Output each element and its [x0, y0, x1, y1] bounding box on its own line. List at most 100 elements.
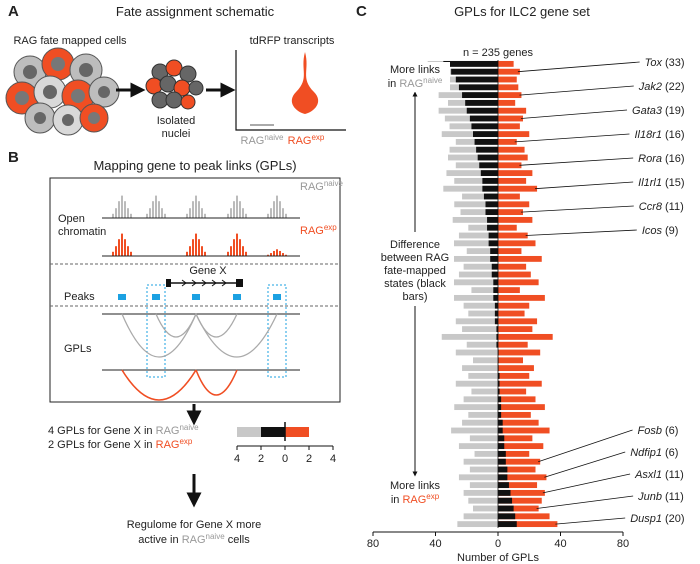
bar-naive	[446, 294, 498, 301]
hist-bar	[242, 208, 244, 218]
bar-difference	[494, 310, 498, 317]
text-part: RAG	[241, 135, 265, 147]
hist-bar	[230, 246, 232, 256]
bar-exp	[498, 99, 516, 106]
bar-difference	[496, 326, 498, 333]
bar-difference	[455, 76, 498, 83]
hist-bar	[124, 239, 126, 256]
hist-bar	[201, 208, 203, 218]
bar-exp	[498, 302, 530, 309]
chromatin-tracks	[112, 195, 287, 256]
hist-bar	[230, 208, 232, 218]
note-bg	[378, 236, 454, 304]
note: More links	[390, 480, 441, 492]
bar-exp	[498, 482, 538, 489]
hist-bar	[186, 251, 188, 256]
hist-bar	[245, 251, 247, 256]
track-label: RAGexp	[300, 223, 337, 238]
superscript: exp	[426, 492, 439, 501]
gene-label: Fosb	[638, 425, 662, 437]
bar-difference	[498, 450, 506, 457]
hist-bar	[236, 195, 238, 218]
hist-bar	[204, 213, 206, 218]
bar-naive	[473, 357, 498, 364]
bar-difference	[498, 497, 513, 504]
gene-label: Gata3	[632, 105, 663, 117]
bar-exp	[498, 505, 539, 512]
bar-difference	[482, 185, 498, 192]
bar-naive	[463, 489, 498, 496]
bar-exp	[498, 287, 520, 294]
bar-exp	[498, 185, 538, 192]
bar-exp	[498, 443, 544, 450]
bar-difference	[469, 115, 498, 122]
bar-exp	[498, 131, 530, 138]
hist-bar	[285, 254, 287, 256]
bar-naive	[446, 170, 498, 177]
text-part: RAG	[156, 425, 180, 437]
bar-exp	[498, 372, 530, 379]
bar-exp	[498, 146, 525, 153]
bar-naive	[455, 162, 498, 169]
bar-difference	[498, 380, 500, 387]
hist-bar	[282, 253, 284, 256]
bar-exp	[498, 255, 542, 262]
bar-exp	[498, 138, 517, 145]
bar-exp	[498, 68, 520, 75]
hist-bar	[112, 251, 114, 256]
gene-count: (20)	[665, 513, 685, 525]
conclusion: Regulome for Gene X more	[127, 519, 262, 531]
superscript: exp	[324, 223, 337, 232]
bar-exp	[498, 60, 514, 67]
hist-bar	[198, 239, 200, 256]
leader-line	[538, 429, 633, 463]
panel-letter: A	[8, 3, 19, 20]
bar-exp	[498, 357, 523, 364]
gene-count: (11)	[665, 201, 684, 213]
bar-exp	[498, 92, 522, 99]
hist-bar	[115, 246, 117, 256]
track-label: RAGnaive	[300, 179, 344, 194]
bar-exp	[498, 248, 522, 255]
bar-difference	[443, 60, 498, 67]
bar-difference	[471, 123, 498, 130]
bar-difference	[480, 170, 498, 177]
bar-difference	[261, 427, 285, 437]
hist-bar	[204, 251, 206, 256]
hist-bar	[127, 246, 129, 256]
hist-bar	[239, 201, 241, 218]
hist-bar	[276, 249, 278, 256]
track-label: chromatin	[58, 226, 106, 238]
leader-line	[520, 109, 628, 119]
bar-exp	[498, 427, 550, 434]
note: between RAG	[381, 252, 449, 264]
gene-label: Asxl1	[634, 469, 662, 481]
bar-naive	[471, 388, 498, 395]
bar-naive	[469, 466, 498, 473]
bar-naive	[460, 209, 498, 216]
gene-count: (16)	[665, 153, 685, 165]
bar-exp	[498, 349, 541, 356]
bar-exp	[498, 396, 536, 403]
bar-exp	[498, 326, 533, 333]
bar-difference	[498, 435, 505, 442]
group-label: RAGexp	[288, 133, 325, 148]
bar-naive	[468, 411, 498, 418]
cell-cluster	[5, 47, 120, 136]
bar-exp	[498, 154, 528, 161]
gene-count: (22)	[665, 81, 685, 93]
hist-bar	[245, 213, 247, 218]
hist-bar	[270, 253, 272, 256]
text-part: active in	[138, 534, 181, 546]
leader-line	[519, 157, 634, 166]
bar-exp	[498, 513, 550, 520]
hist-bar	[130, 251, 132, 256]
bar-exp	[498, 419, 539, 426]
hist-bar	[233, 201, 235, 218]
bar-naive	[463, 458, 498, 465]
bar-difference	[493, 287, 498, 294]
hist-bar	[149, 208, 151, 218]
panel-letter: B	[8, 149, 19, 166]
gpls-label: GPLs	[64, 343, 92, 355]
bar-difference	[491, 263, 498, 270]
